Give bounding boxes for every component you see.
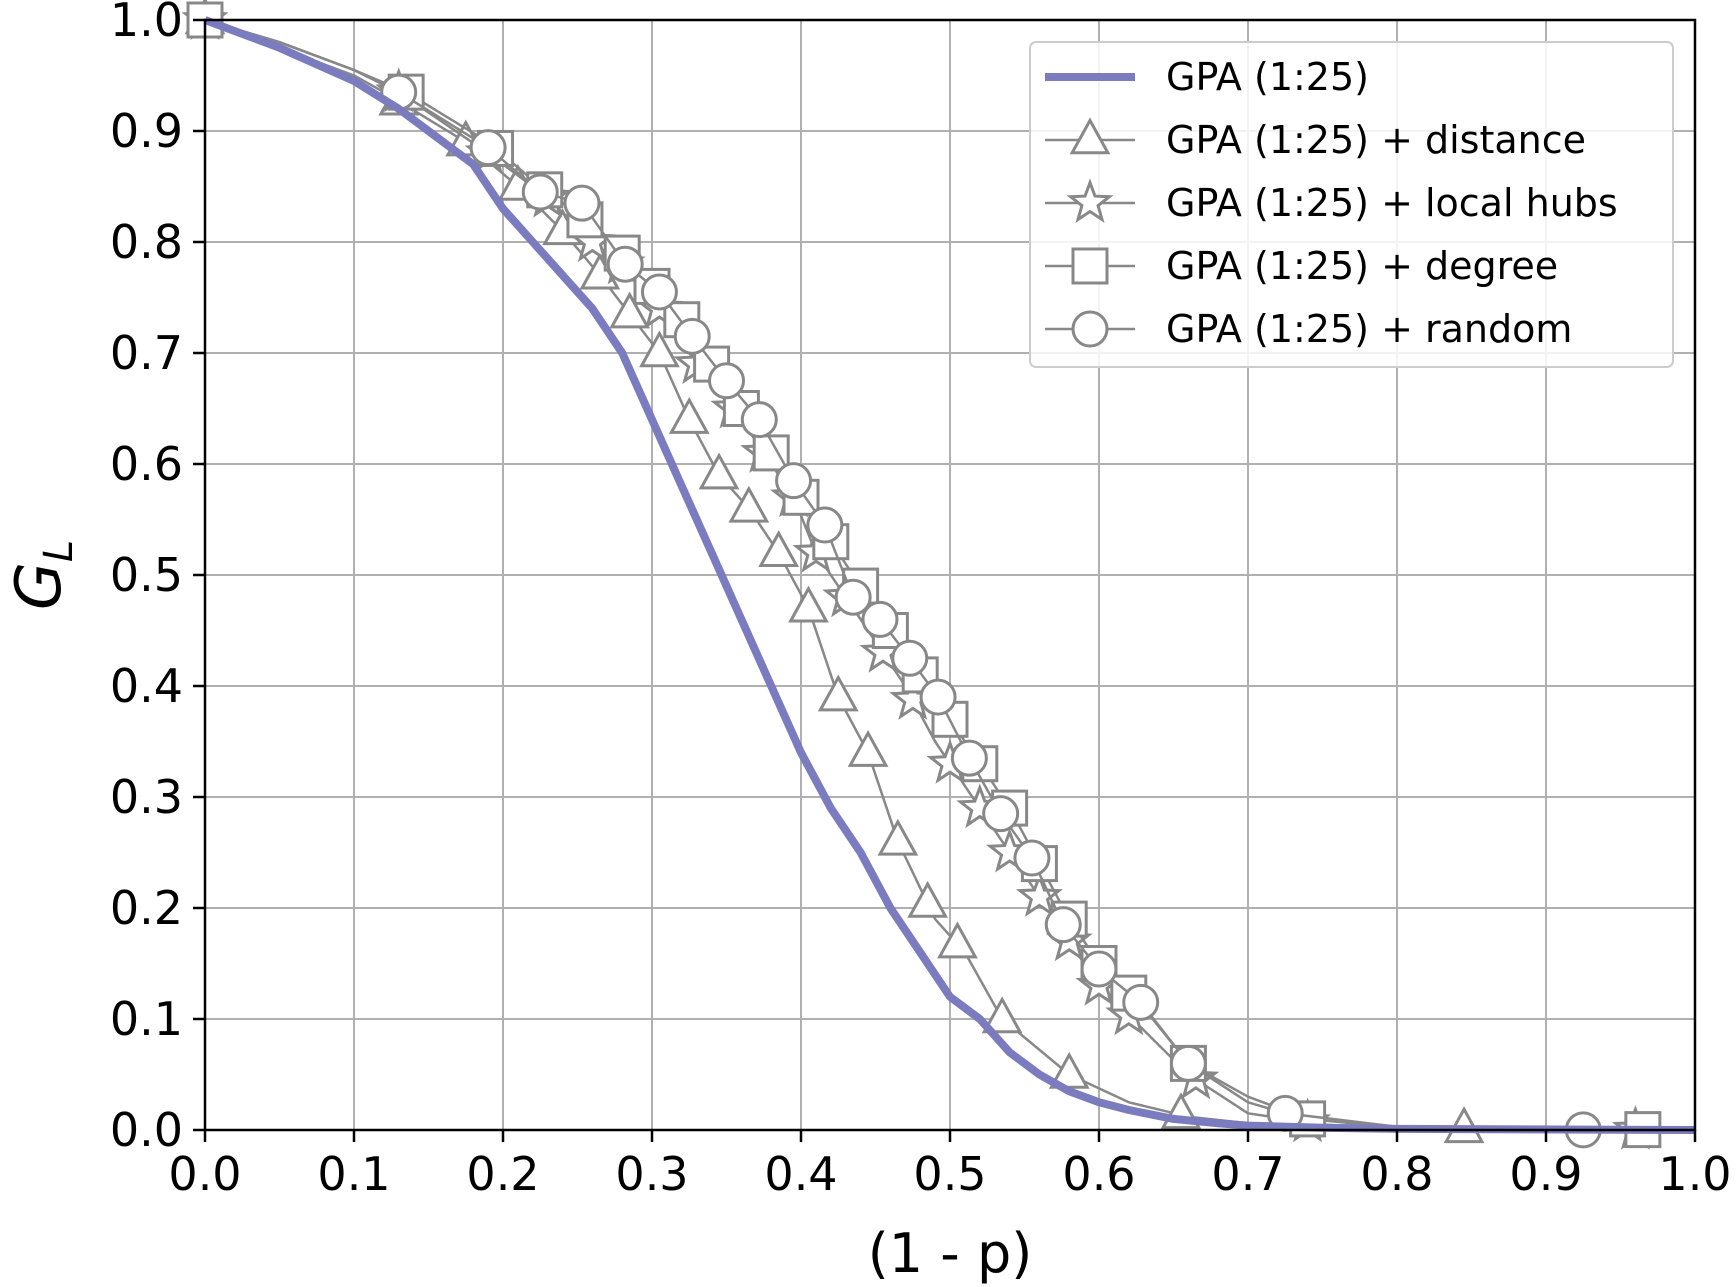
y-tick-label: 0.2	[110, 881, 183, 935]
legend-item: GPA (1:25)	[1045, 55, 1369, 99]
marker-circle	[521, 173, 559, 211]
y-axis-label-main: G	[2, 562, 75, 610]
marker-triangle	[609, 291, 651, 329]
marker-circle	[469, 129, 507, 167]
marker-triangle	[981, 996, 1023, 1034]
marker-triangle	[728, 485, 770, 523]
marker-triangle	[877, 818, 919, 856]
marker-triangle	[817, 674, 859, 712]
legend-label: GPA (1:25)	[1166, 55, 1369, 99]
marker-circle	[1071, 310, 1109, 348]
y-tick-label: 0.8	[110, 215, 183, 269]
marker-circle	[606, 245, 644, 283]
marker-circle	[1122, 983, 1160, 1021]
y-tick-label: 0.6	[110, 437, 183, 491]
y-axis-label-sub: L	[36, 540, 82, 562]
marker-circle	[1044, 906, 1082, 944]
series-layer	[181, 0, 1696, 1150]
marker-circle	[861, 600, 899, 638]
marker-circle	[563, 184, 601, 222]
x-tick-label: 1.0	[1658, 1147, 1731, 1201]
x-tick-label: 0.3	[615, 1147, 688, 1201]
y-tick-label: 0.4	[110, 659, 183, 713]
marker-triangle	[698, 452, 740, 490]
x-tick-label: 0.2	[466, 1147, 539, 1201]
marker-triangle	[1069, 117, 1111, 155]
marker-circle	[1013, 839, 1051, 877]
marker-circle	[919, 678, 957, 716]
series-baseline	[203, 16, 1696, 1134]
x-tick-label: 0.5	[913, 1147, 986, 1201]
series-circle	[204, 18, 1695, 1149]
marker-circle	[708, 362, 745, 400]
marker-circle	[1080, 950, 1118, 988]
y-tick-label: 0.1	[110, 992, 183, 1046]
legend-label: GPA (1:25) + random	[1166, 307, 1572, 351]
y-tick-label: 0.7	[110, 326, 183, 380]
marker-circle	[891, 639, 929, 677]
marker-triangle	[937, 921, 978, 959]
marker-triangle	[847, 729, 889, 767]
legend: GPA (1:25) GPA (1:25) + distance GPA (1:25…	[1029, 41, 1674, 368]
marker-star	[1066, 178, 1114, 223]
marker-circle	[950, 739, 988, 777]
legend-item: GPA (1:25) + degree	[1045, 244, 1558, 288]
marker-circle	[982, 795, 1020, 833]
marker-circle	[673, 317, 711, 355]
ticks: 0.0 0.1 0.2 0.3 0.4 0.5 0.6 0.7 0.8 0.9 1.0 0.0 0.1 0…	[110, 0, 1732, 1201]
legend-label: GPA (1:25) + distance	[1166, 118, 1586, 162]
x-tick-label: 0.4	[764, 1147, 837, 1201]
legend-box	[1029, 41, 1674, 368]
x-tick-label: 0.0	[168, 1147, 241, 1201]
marker-triangle	[758, 530, 800, 568]
y-tick-label: 1.0	[110, 0, 183, 47]
marker-circle	[806, 506, 844, 544]
legend-item: GPA (1:25) + random	[1045, 307, 1572, 351]
series-line-baseline	[203, 16, 1696, 1134]
x-tick-label: 0.6	[1062, 1147, 1135, 1201]
marker-triangle	[668, 396, 710, 434]
legend-item: GPA (1:25) + distance	[1045, 117, 1586, 162]
y-tick-label: 0.0	[110, 1103, 183, 1157]
x-tick-label: 0.8	[1360, 1147, 1433, 1201]
x-axis-label: (1 - p)	[868, 1222, 1033, 1285]
marker-circle	[640, 273, 678, 311]
y-tick-label: 0.5	[110, 548, 183, 602]
x-tick-label: 0.7	[1211, 1147, 1284, 1201]
legend-label: GPA (1:25) + local hubs	[1166, 181, 1618, 225]
legend-item: GPA (1:25) + local hubs	[1045, 178, 1618, 225]
marker-triangle	[907, 880, 949, 918]
y-axis-label: GL	[2, 540, 82, 610]
x-tick-label: 0.9	[1509, 1147, 1582, 1201]
marker-triangle	[788, 585, 829, 623]
marker-square	[1071, 247, 1109, 285]
x-tick-label: 0.1	[317, 1147, 390, 1201]
y-tick-label: 0.3	[110, 770, 183, 824]
marker-circle	[740, 401, 778, 439]
marker-circle	[834, 578, 872, 616]
marker-triangle	[639, 330, 680, 368]
y-tick-label: 0.9	[110, 104, 183, 158]
legend-label: GPA (1:25) + degree	[1166, 244, 1558, 288]
marker-circle	[1169, 1044, 1207, 1082]
marker-circle	[775, 462, 813, 500]
